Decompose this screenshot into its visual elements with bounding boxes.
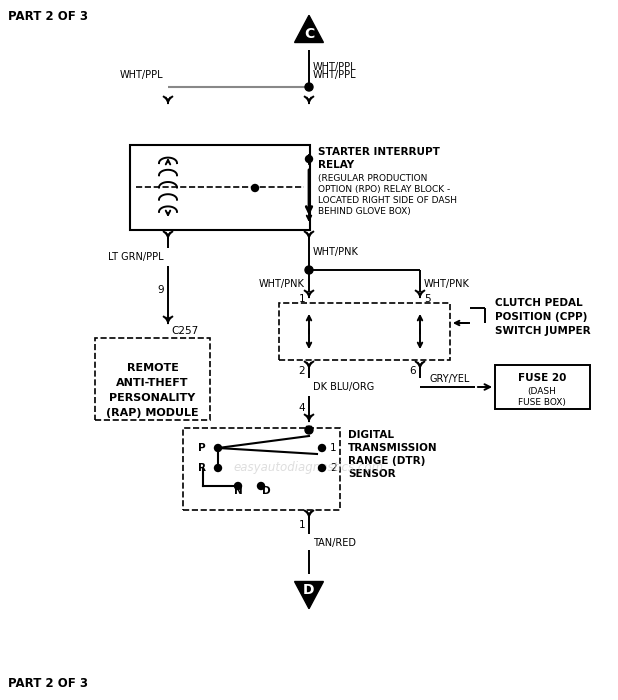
Text: R: R (198, 463, 206, 473)
Circle shape (305, 155, 313, 162)
Text: WHT/PNK: WHT/PNK (313, 247, 359, 257)
FancyBboxPatch shape (495, 365, 590, 409)
Text: WHT/PPL: WHT/PPL (313, 62, 357, 72)
Text: 2: 2 (298, 366, 305, 376)
Text: POSITION (CPP): POSITION (CPP) (495, 312, 587, 322)
Text: PART 2 OF 3: PART 2 OF 3 (8, 10, 88, 23)
Text: BEHIND GLOVE BOX): BEHIND GLOVE BOX) (318, 207, 411, 216)
Text: SENSOR: SENSOR (348, 469, 396, 479)
Circle shape (214, 465, 221, 472)
Text: DIGITAL: DIGITAL (348, 430, 394, 440)
Circle shape (252, 185, 258, 192)
FancyBboxPatch shape (183, 428, 340, 510)
Text: RANGE (DTR): RANGE (DTR) (348, 456, 425, 466)
Text: DK BLU/ORG: DK BLU/ORG (313, 382, 375, 392)
Text: N: N (234, 486, 242, 496)
Text: (REGULAR PRODUCTION: (REGULAR PRODUCTION (318, 174, 428, 183)
Text: SWITCH JUMPER: SWITCH JUMPER (495, 326, 591, 336)
Text: PART 2 OF 3: PART 2 OF 3 (8, 677, 88, 690)
Text: (DASH: (DASH (528, 387, 556, 396)
Circle shape (258, 482, 265, 489)
FancyBboxPatch shape (279, 303, 450, 360)
Text: RELAY: RELAY (318, 160, 354, 170)
Text: FUSE BOX): FUSE BOX) (518, 398, 566, 407)
Text: STARTER INTERRUPT: STARTER INTERRUPT (318, 147, 440, 157)
Text: REMOTE: REMOTE (127, 363, 179, 373)
Text: C257: C257 (171, 326, 198, 336)
FancyBboxPatch shape (95, 338, 210, 420)
Text: 1: 1 (330, 443, 337, 453)
Text: WHT/PPL: WHT/PPL (313, 70, 357, 80)
Text: D: D (303, 583, 315, 597)
Text: 1: 1 (298, 520, 305, 530)
Text: OPTION (RPO) RELAY BLOCK -: OPTION (RPO) RELAY BLOCK - (318, 185, 451, 194)
Text: D: D (261, 486, 270, 496)
Text: 2: 2 (330, 463, 337, 473)
FancyBboxPatch shape (130, 145, 310, 230)
Text: 1: 1 (298, 294, 305, 304)
Text: TAN/RED: TAN/RED (313, 538, 356, 548)
Circle shape (305, 266, 313, 274)
Text: CLUTCH PEDAL: CLUTCH PEDAL (495, 298, 583, 308)
Circle shape (234, 482, 242, 489)
Text: 6: 6 (409, 366, 416, 376)
Circle shape (318, 465, 326, 472)
Text: WHT/PNK: WHT/PNK (259, 279, 305, 289)
Polygon shape (295, 582, 323, 609)
Text: C: C (304, 27, 314, 41)
Circle shape (318, 444, 326, 452)
Polygon shape (295, 15, 323, 43)
Text: PERSONALITY: PERSONALITY (109, 393, 196, 403)
Text: GRY/YEL: GRY/YEL (430, 374, 470, 384)
Text: ANTI-THEFT: ANTI-THEFT (116, 378, 188, 388)
Text: WHT/PNK: WHT/PNK (424, 279, 470, 289)
Text: easyautodiagnostics.com: easyautodiagnostics.com (234, 461, 384, 475)
Text: 5: 5 (424, 294, 431, 304)
Text: P: P (198, 443, 206, 453)
Text: WHT/PPL: WHT/PPL (119, 70, 163, 80)
Circle shape (305, 426, 313, 434)
Text: 4: 4 (298, 403, 305, 413)
Circle shape (305, 83, 313, 91)
Text: TRANSMISSION: TRANSMISSION (348, 443, 438, 453)
Text: LT GRN/PPL: LT GRN/PPL (108, 252, 164, 262)
Text: LOCATED RIGHT SIDE OF DASH: LOCATED RIGHT SIDE OF DASH (318, 196, 457, 205)
Text: 9: 9 (158, 285, 164, 295)
Text: FUSE 20: FUSE 20 (518, 373, 566, 383)
Circle shape (214, 444, 221, 452)
Text: (RAP) MODULE: (RAP) MODULE (106, 408, 199, 418)
